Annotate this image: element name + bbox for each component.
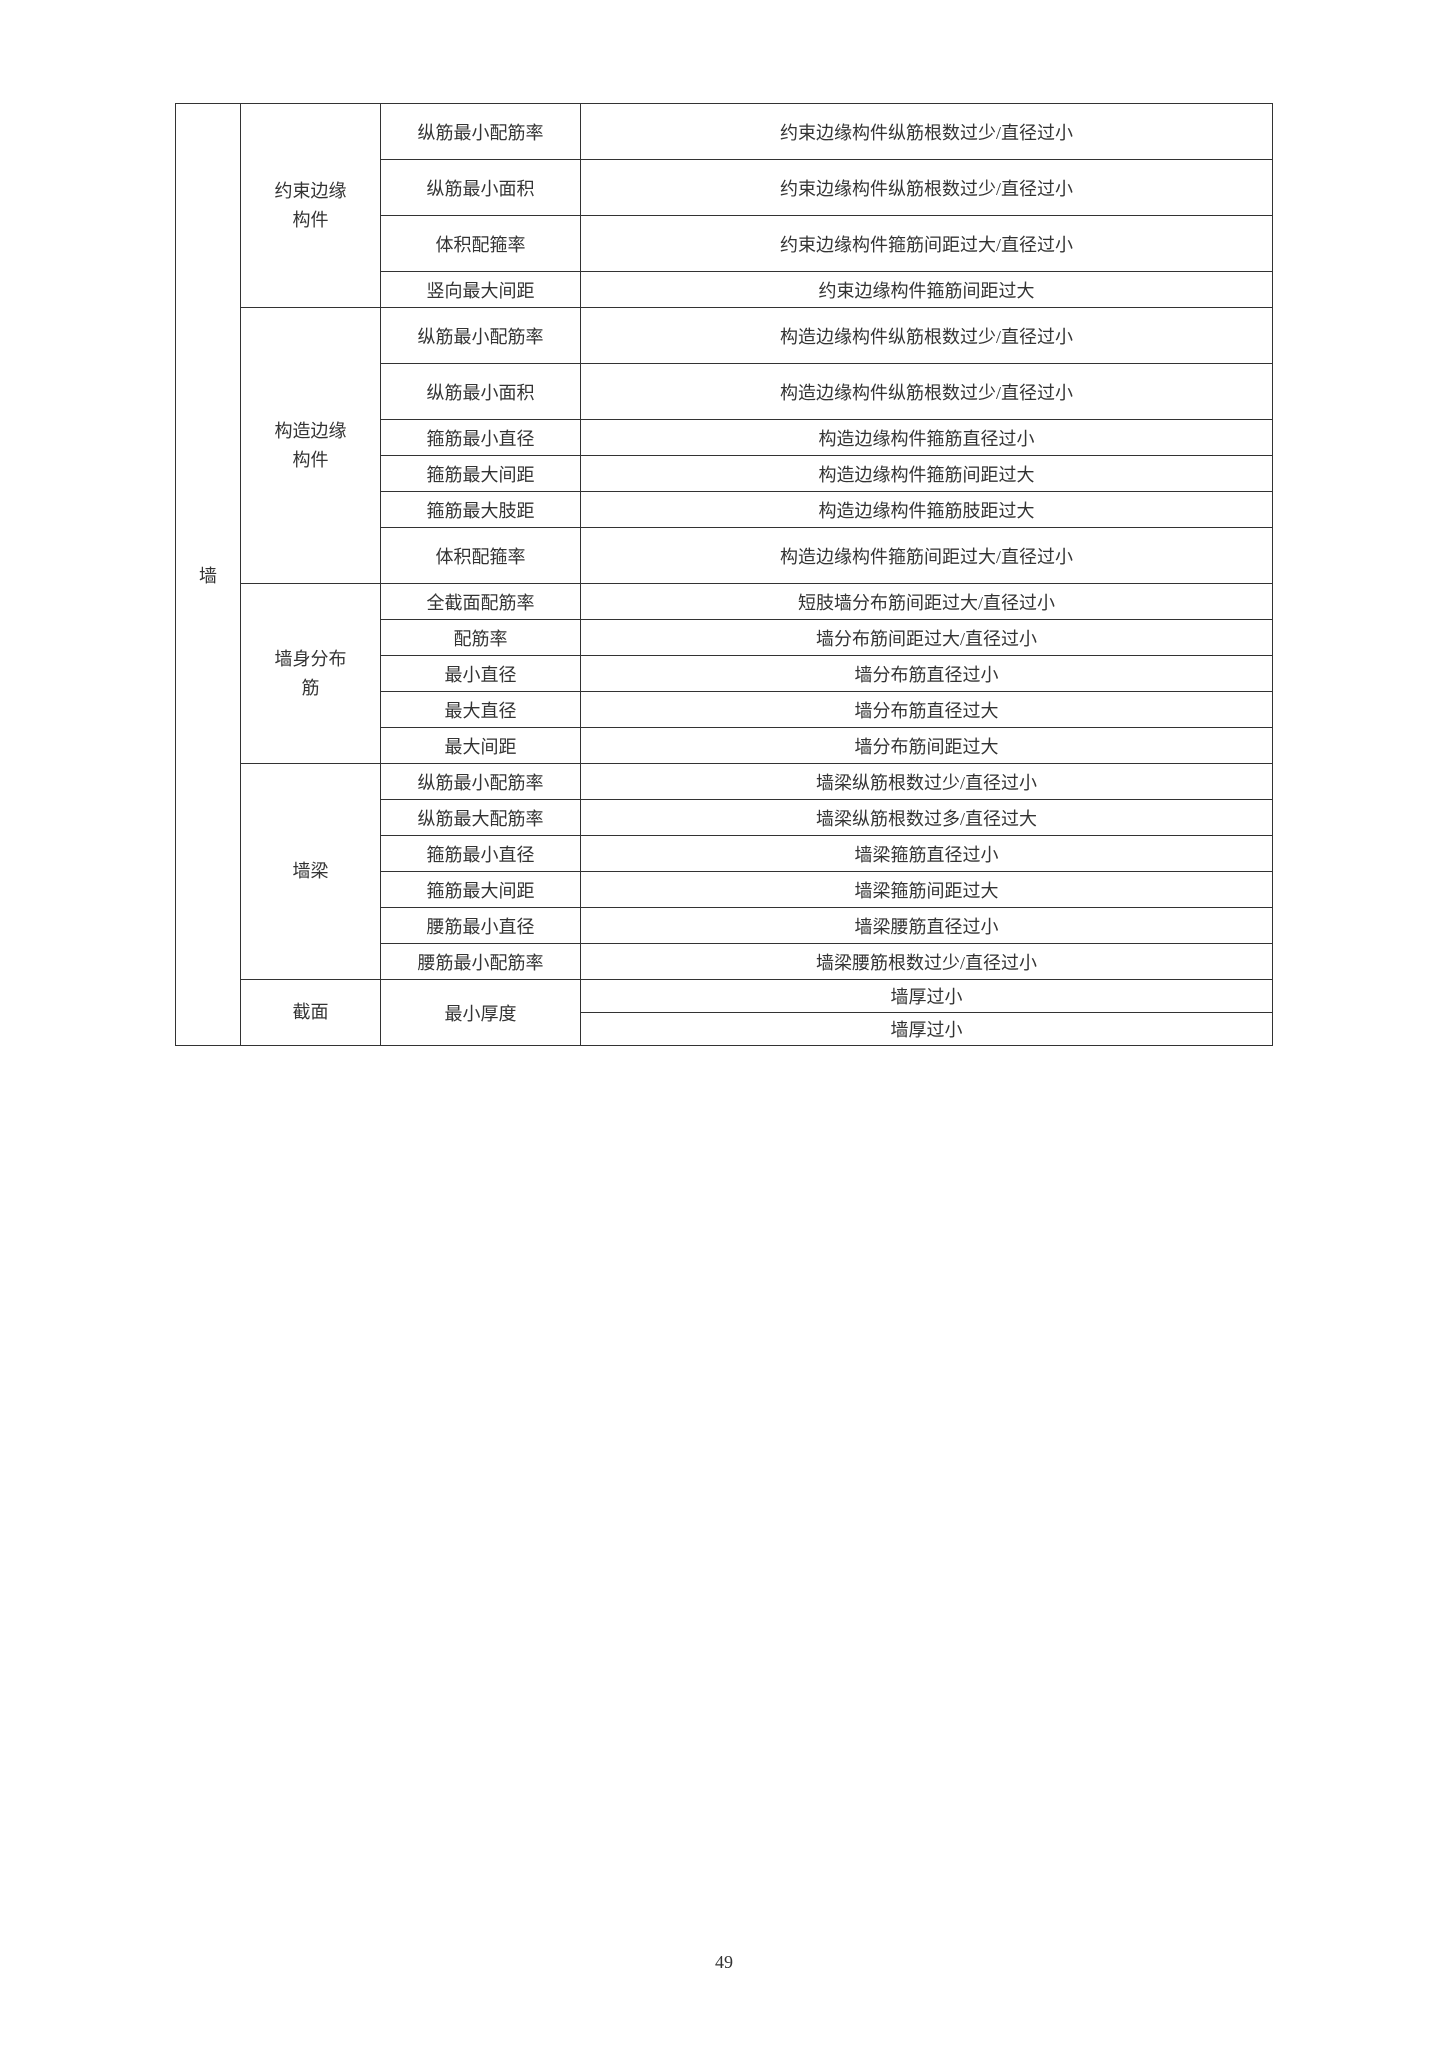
- param-cell: 腰筋最小直径: [381, 908, 581, 944]
- param-cell: 箍筋最小直径: [381, 420, 581, 456]
- param-cell: 体积配箍率: [381, 528, 581, 584]
- desc-cell: 约束边缘构件箍筋间距过大: [581, 272, 1273, 308]
- desc-cell: 约束边缘构件纵筋根数过少/直径过小: [581, 160, 1273, 216]
- table-row: 截面最小厚度墙厚过小: [176, 980, 1273, 1013]
- desc-cell: 墙梁腰筋直径过小: [581, 908, 1273, 944]
- desc-cell: 构造边缘构件箍筋肢距过大: [581, 492, 1273, 528]
- param-cell: 纵筋最小配筋率: [381, 104, 581, 160]
- param-cell: 竖向最大间距: [381, 272, 581, 308]
- desc-cell: 短肢墙分布筋间距过大/直径过小: [581, 584, 1273, 620]
- param-cell: 纵筋最小配筋率: [381, 764, 581, 800]
- param-cell: 箍筋最大肢距: [381, 492, 581, 528]
- desc-cell: 墙分布筋直径过大: [581, 692, 1273, 728]
- desc-cell: 约束边缘构件纵筋根数过少/直径过小: [581, 104, 1273, 160]
- param-cell: 全截面配筋率: [381, 584, 581, 620]
- desc-cell: 构造边缘构件纵筋根数过少/直径过小: [581, 364, 1273, 420]
- param-cell: 纵筋最小配筋率: [381, 308, 581, 364]
- table-row: 墙梁纵筋最小配筋率墙梁纵筋根数过少/直径过小: [176, 764, 1273, 800]
- param-cell: 最大直径: [381, 692, 581, 728]
- param-cell: 体积配箍率: [381, 216, 581, 272]
- group-cell: 墙梁: [241, 764, 381, 980]
- group-cell: 墙身分布 筋: [241, 584, 381, 764]
- param-cell: 箍筋最大间距: [381, 456, 581, 492]
- param-cell: 最大间距: [381, 728, 581, 764]
- param-cell: 纵筋最大配筋率: [381, 800, 581, 836]
- group-cell: 截面: [241, 980, 381, 1046]
- desc-cell: 墙厚过小: [581, 1013, 1273, 1046]
- page-content: 墙约束边缘 构件纵筋最小配筋率约束边缘构件纵筋根数过少/直径过小纵筋最小面积约束…: [0, 0, 1448, 1046]
- table-row: 构造边缘 构件纵筋最小配筋率构造边缘构件纵筋根数过少/直径过小: [176, 308, 1273, 364]
- desc-cell: 墙梁箍筋间距过大: [581, 872, 1273, 908]
- param-cell: 纵筋最小面积: [381, 160, 581, 216]
- category-cell: 墙: [176, 104, 241, 1046]
- desc-cell: 构造边缘构件箍筋间距过大: [581, 456, 1273, 492]
- desc-cell: 墙梁箍筋直径过小: [581, 836, 1273, 872]
- desc-cell: 构造边缘构件箍筋间距过大/直径过小: [581, 528, 1273, 584]
- desc-cell: 构造边缘构件纵筋根数过少/直径过小: [581, 308, 1273, 364]
- desc-cell: 墙梁腰筋根数过少/直径过小: [581, 944, 1273, 980]
- desc-cell: 墙梁纵筋根数过多/直径过大: [581, 800, 1273, 836]
- param-cell: 箍筋最小直径: [381, 836, 581, 872]
- param-cell: 纵筋最小面积: [381, 364, 581, 420]
- desc-cell: 构造边缘构件箍筋直径过小: [581, 420, 1273, 456]
- table-row: 墙约束边缘 构件纵筋最小配筋率约束边缘构件纵筋根数过少/直径过小: [176, 104, 1273, 160]
- param-cell: 最小直径: [381, 656, 581, 692]
- page-number: 49: [0, 1952, 1448, 1973]
- group-cell: 约束边缘 构件: [241, 104, 381, 308]
- param-cell: 最小厚度: [381, 980, 581, 1046]
- desc-cell: 墙分布筋间距过大/直径过小: [581, 620, 1273, 656]
- desc-cell: 墙梁纵筋根数过少/直径过小: [581, 764, 1273, 800]
- param-cell: 箍筋最大间距: [381, 872, 581, 908]
- group-cell: 构造边缘 构件: [241, 308, 381, 584]
- desc-cell: 墙厚过小: [581, 980, 1273, 1013]
- desc-cell: 约束边缘构件箍筋间距过大/直径过小: [581, 216, 1273, 272]
- desc-cell: 墙分布筋间距过大: [581, 728, 1273, 764]
- table-row: 墙身分布 筋全截面配筋率短肢墙分布筋间距过大/直径过小: [176, 584, 1273, 620]
- param-cell: 腰筋最小配筋率: [381, 944, 581, 980]
- spec-table: 墙约束边缘 构件纵筋最小配筋率约束边缘构件纵筋根数过少/直径过小纵筋最小面积约束…: [175, 103, 1273, 1046]
- param-cell: 配筋率: [381, 620, 581, 656]
- desc-cell: 墙分布筋直径过小: [581, 656, 1273, 692]
